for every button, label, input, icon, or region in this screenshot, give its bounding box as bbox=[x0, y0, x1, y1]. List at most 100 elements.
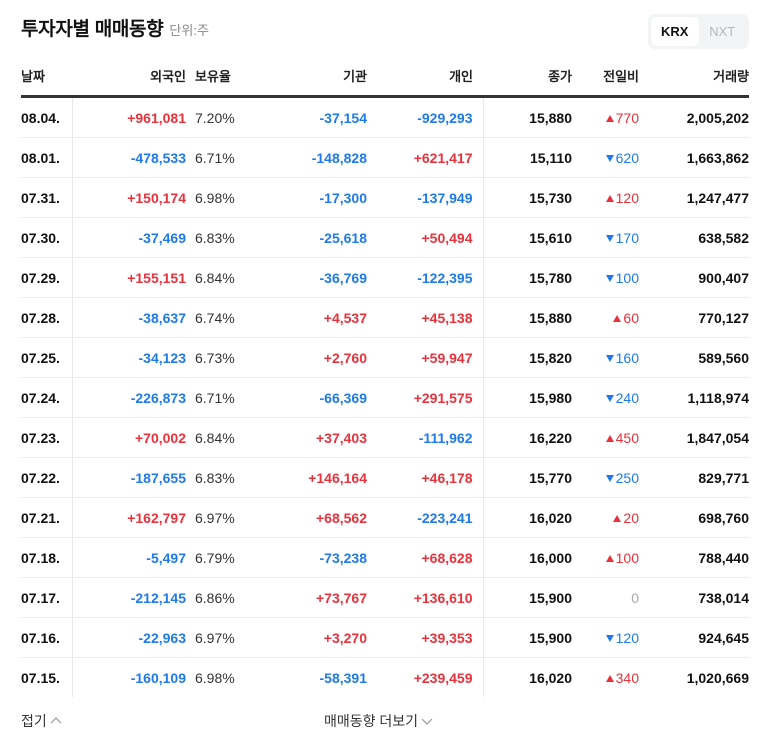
cell-date: 07.24. bbox=[21, 377, 73, 418]
change-value: 240 bbox=[615, 389, 639, 406]
down-arrow-icon bbox=[605, 154, 614, 162]
table-header-row: 날짜 외국인 보유율 기관 개인 종가 전일비 거래량 bbox=[21, 66, 749, 98]
cell-close: 15,820 bbox=[483, 337, 572, 378]
cell-volume: 589,560 bbox=[643, 337, 749, 378]
cell-volume: 738,014 bbox=[643, 577, 749, 618]
cell-close: 15,900 bbox=[483, 577, 572, 618]
cell-volume: 2,005,202 bbox=[643, 96, 749, 138]
cell-individual: +68,628 bbox=[367, 537, 484, 578]
collapse-button[interactable]: 접기 bbox=[21, 711, 62, 731]
cell-foreign: +150,174 bbox=[72, 177, 186, 218]
cell-foreign: -34,123 bbox=[72, 337, 186, 378]
cell-volume: 924,645 bbox=[643, 617, 749, 658]
cell-institution: +37,403 bbox=[247, 417, 367, 458]
cell-individual: -111,962 bbox=[367, 417, 484, 458]
cell-individual: +239,459 bbox=[367, 657, 484, 697]
cell-change: 450 bbox=[572, 417, 643, 458]
cell-holding: 6.74% bbox=[186, 297, 247, 338]
cell-holding: 6.79% bbox=[186, 537, 247, 578]
column-header-date: 날짜 bbox=[21, 66, 72, 98]
cell-change: 100 bbox=[572, 257, 643, 298]
cell-change: 100 bbox=[572, 537, 643, 578]
down-arrow-icon bbox=[605, 394, 614, 402]
up-arrow-icon bbox=[613, 514, 622, 522]
cell-close: 16,020 bbox=[483, 497, 572, 538]
cell-close: 16,020 bbox=[529, 669, 572, 686]
cell-individual: -137,949 bbox=[367, 177, 484, 218]
table-row: 07.22. -187,655 6.83% +146,164 +46,178 15,770… bbox=[21, 457, 749, 498]
table-row: 07.24. -226,873 6.71% -66,369 +291,575 15,980… bbox=[21, 377, 749, 418]
change-value: 250 bbox=[615, 469, 639, 486]
cell-date: 07.15. bbox=[21, 657, 73, 697]
cell-individual: +291,575 bbox=[367, 377, 484, 418]
cell-change: 340 bbox=[572, 658, 643, 698]
column-header-change: 전일비 bbox=[572, 66, 643, 98]
table-row: 08.04. +961,081 7.20% -37,154 -929,293 15,880… bbox=[21, 96, 749, 138]
cell-institution: +3,270 bbox=[247, 617, 367, 658]
cell-volume: 900,407 bbox=[643, 257, 749, 298]
cell-institution: -17,300 bbox=[247, 177, 367, 218]
cell-holding: 6.84% bbox=[186, 417, 247, 458]
cell-date: 07.28. bbox=[21, 297, 73, 338]
cell-individual: +46,178 bbox=[367, 457, 484, 498]
cell-institution: -58,391 bbox=[319, 669, 367, 686]
cell-date: 08.01. bbox=[21, 137, 73, 178]
page-title: 투자자별 매매동향 bbox=[21, 19, 164, 40]
up-arrow-icon bbox=[605, 674, 614, 682]
cell-change: 770 bbox=[572, 96, 643, 138]
up-arrow-icon bbox=[605, 194, 614, 202]
cell-holding: 6.98% bbox=[195, 669, 235, 686]
cell-volume: 788,440 bbox=[643, 537, 749, 578]
table-row: 08.01. -478,533 6.71% -148,828 +621,417 15,11… bbox=[21, 137, 749, 178]
cell-date: 07.23. bbox=[21, 417, 73, 458]
cell-foreign: -22,963 bbox=[72, 617, 186, 658]
down-arrow-icon bbox=[605, 234, 614, 242]
cell-foreign: +961,081 bbox=[72, 96, 186, 138]
cell-institution: +73,767 bbox=[247, 577, 367, 618]
column-header-volume: 거래량 bbox=[643, 66, 749, 98]
cell-close: 15,110 bbox=[483, 137, 572, 178]
table-row: 07.18. -5,497 6.79% -73,238 +68,628 16,000 100… bbox=[21, 537, 749, 578]
cell-volume: 1,847,054 bbox=[643, 417, 749, 458]
cell-close: 15,610 bbox=[483, 217, 572, 258]
cell-individual: +621,417 bbox=[367, 137, 484, 178]
down-arrow-icon bbox=[605, 474, 614, 482]
cell-volume: 1,020,669 bbox=[686, 669, 749, 686]
cell-holding: 7.20% bbox=[186, 96, 247, 138]
cell-institution: +146,164 bbox=[247, 457, 367, 498]
change-value: 120 bbox=[615, 189, 639, 206]
collapse-label: 접기 bbox=[21, 713, 47, 729]
more-trading-button[interactable]: 매매동향 더보기 bbox=[324, 711, 433, 731]
column-header-close: 종가 bbox=[483, 66, 572, 98]
cell-institution: -37,154 bbox=[247, 96, 367, 138]
cell-volume: 1,663,862 bbox=[643, 137, 749, 178]
market-option-nxt[interactable]: NXT bbox=[709, 24, 736, 39]
cell-holding: 6.98% bbox=[186, 177, 247, 218]
cell-holding: 6.71% bbox=[186, 137, 247, 178]
down-arrow-icon bbox=[605, 634, 614, 642]
table-row: 07.28. -38,637 6.74% +4,537 +45,138 15,880 60 7… bbox=[21, 297, 749, 338]
cell-change: 60 bbox=[572, 297, 643, 338]
cell-date: 07.25. bbox=[21, 337, 73, 378]
cell-date: 07.21. bbox=[21, 497, 73, 538]
change-value: 160 bbox=[615, 349, 639, 366]
cell-close: 15,880 bbox=[483, 96, 572, 138]
change-value: 0 bbox=[631, 589, 639, 606]
cell-date: 07.30. bbox=[21, 217, 73, 258]
table-row: 07.29. +155,151 6.84% -36,769 -122,395 15,780… bbox=[21, 257, 749, 298]
cell-close: 15,900 bbox=[483, 617, 572, 658]
cell-close: 15,730 bbox=[483, 177, 572, 218]
section-header: 투자자별 매매동향 단위:주 bbox=[21, 14, 209, 50]
up-arrow-icon bbox=[613, 314, 622, 322]
cell-foreign: +70,002 bbox=[72, 417, 186, 458]
cell-volume: 638,582 bbox=[643, 217, 749, 258]
change-value: 770 bbox=[615, 109, 639, 126]
cell-date: 08.04. bbox=[21, 96, 73, 138]
cell-change: 0 bbox=[572, 577, 643, 618]
cell-volume: 698,760 bbox=[643, 497, 749, 538]
cell-foreign: -478,533 bbox=[72, 137, 186, 178]
change-value: 120 bbox=[615, 629, 639, 646]
cell-foreign: -212,145 bbox=[72, 577, 186, 618]
market-option-krx[interactable]: KRX bbox=[651, 17, 699, 46]
column-header-holding: 보유율 bbox=[186, 66, 247, 98]
